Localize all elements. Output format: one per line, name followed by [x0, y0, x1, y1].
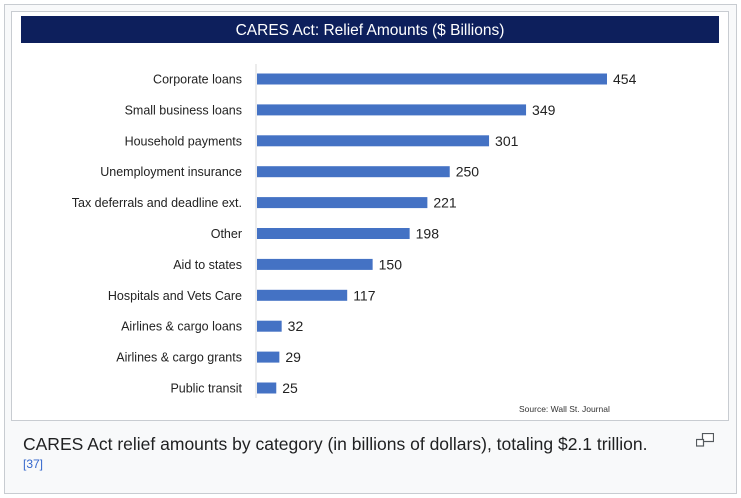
category-label-hospitals-and-vets-care: Hospitals and Vets Care [108, 289, 242, 303]
citation-link[interactable]: [37] [23, 457, 44, 472]
value-label-small-business-loans: 349 [532, 102, 556, 118]
category-label-household-payments: Household payments [125, 134, 242, 148]
value-label-household-payments: 301 [495, 133, 519, 149]
category-label-other: Other [211, 227, 242, 241]
category-label-airlines-cargo-loans: Airlines & cargo loans [121, 320, 242, 334]
value-label-other: 198 [416, 226, 440, 242]
bar-corporate-loans [257, 73, 607, 85]
bar-household-payments [257, 135, 490, 147]
category-label-aid-to-states: Aid to states [173, 258, 242, 272]
bar-tax-deferrals-and-deadline-ext [257, 197, 428, 209]
value-label-airlines-cargo-grants: 29 [285, 349, 301, 365]
citation-ref[interactable]: [37] [23, 457, 43, 471]
category-label-unemployment-insurance: Unemployment insurance [100, 165, 242, 179]
value-label-hospitals-and-vets-care: 117 [353, 287, 376, 303]
bar-hospitals-and-vets-care [257, 289, 348, 301]
bars-layer: Corporate loans 454 Small business loans 34… [72, 71, 637, 396]
value-label-public-transit: 25 [282, 380, 298, 396]
value-label-airlines-cargo-loans: 32 [288, 318, 304, 334]
category-label-small-business-loans: Small business loans [125, 103, 242, 117]
bar-other [257, 228, 410, 239]
chart-image[interactable]: CARES Act: Relief Amounts ($ Billions) C… [11, 11, 729, 421]
category-label-tax-deferrals-and-deadline-ext: Tax deferrals and deadline ext. [72, 196, 242, 210]
chart-title: CARES Act: Relief Amounts ($ Billions) [236, 22, 505, 39]
title-banner [21, 16, 719, 43]
bar-aid-to-states [257, 258, 373, 270]
value-label-aid-to-states: 150 [379, 256, 403, 272]
bar-airlines-cargo-loans [257, 320, 282, 332]
bar-airlines-cargo-grants [257, 351, 280, 363]
category-label-public-transit: Public transit [170, 382, 242, 396]
bar-small-business-loans [257, 104, 527, 116]
bar-public-transit [257, 382, 277, 394]
category-label-airlines-cargo-grants: Airlines & cargo grants [116, 351, 242, 365]
bar-unemployment-insurance [257, 166, 450, 178]
figure-caption: CARES Act relief amounts by category (in… [23, 432, 663, 482]
value-label-unemployment-insurance: 250 [456, 164, 480, 180]
value-label-tax-deferrals-and-deadline-ext: 221 [433, 195, 457, 211]
value-label-corporate-loans: 454 [613, 71, 637, 87]
bar-chart: CARES Act: Relief Amounts ($ Billions) C… [21, 16, 719, 414]
category-label-corporate-loans: Corporate loans [153, 73, 242, 87]
caption-text: CARES Act relief amounts by category (in… [23, 434, 648, 454]
figure-thumbnail: CARES Act: Relief Amounts ($ Billions) C… [4, 4, 737, 494]
magnify-icon[interactable] [696, 433, 714, 447]
source-note: Source: Wall St. Journal [519, 404, 610, 414]
